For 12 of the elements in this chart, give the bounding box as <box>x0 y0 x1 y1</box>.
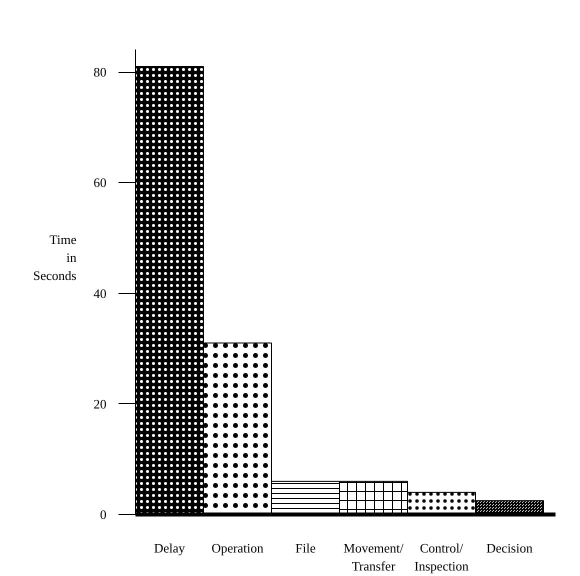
x-tick-label: Decision <box>486 540 534 556</box>
x-tick-label: File <box>295 540 316 556</box>
x-tick-label: Movement/ Transfer <box>344 540 404 574</box>
x-tick-label: Operation <box>212 540 264 556</box>
y-axis-title: Time in Seconds <box>33 232 77 283</box>
x-tick-label: Delay <box>154 540 186 556</box>
x-tick-label: Control/ Inspection <box>414 540 470 574</box>
y-tick-label: 40 <box>94 286 106 301</box>
y-tick-label: 20 <box>94 396 106 412</box>
y-tick-label: 60 <box>94 175 106 190</box>
y-tick-label: 0 <box>100 507 106 522</box>
y-tick-label: 80 <box>94 64 106 80</box>
